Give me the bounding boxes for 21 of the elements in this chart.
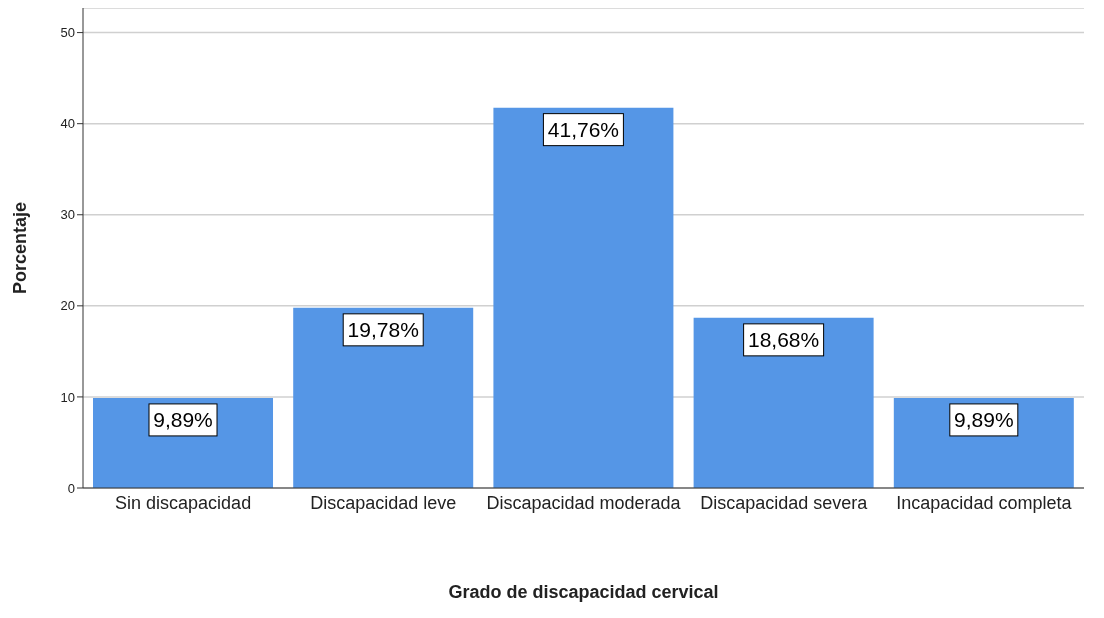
data-label: 9,89% <box>153 407 213 431</box>
data-label: 9,89% <box>954 407 1014 431</box>
data-label: 19,78% <box>347 317 419 341</box>
y-tick-label: 20 <box>60 298 75 314</box>
x-tick-label: Discapacidad moderada <box>486 492 682 513</box>
x-tick-label: Incapacidad completa <box>896 492 1073 513</box>
x-tick-label: Discapacidad leve <box>310 492 457 513</box>
y-tick-label: 50 <box>60 25 75 41</box>
bar <box>293 307 474 488</box>
bar <box>493 107 674 488</box>
y-axis-title: Porcentaje <box>10 201 31 295</box>
data-label: 18,68% <box>747 327 820 351</box>
y-tick-label: 40 <box>60 116 75 132</box>
y-tick-label: 0 <box>67 480 75 496</box>
x-tick-label: Sin discapacidad <box>115 492 252 513</box>
y-tick-label: 10 <box>60 389 75 405</box>
bar <box>693 317 874 488</box>
x-axis-title: Grado de discapacidad cervical <box>448 582 719 602</box>
data-label: 41,76% <box>547 117 620 141</box>
x-tick-label: Discapacidad severa <box>700 492 869 513</box>
y-tick-label: 30 <box>60 207 75 223</box>
